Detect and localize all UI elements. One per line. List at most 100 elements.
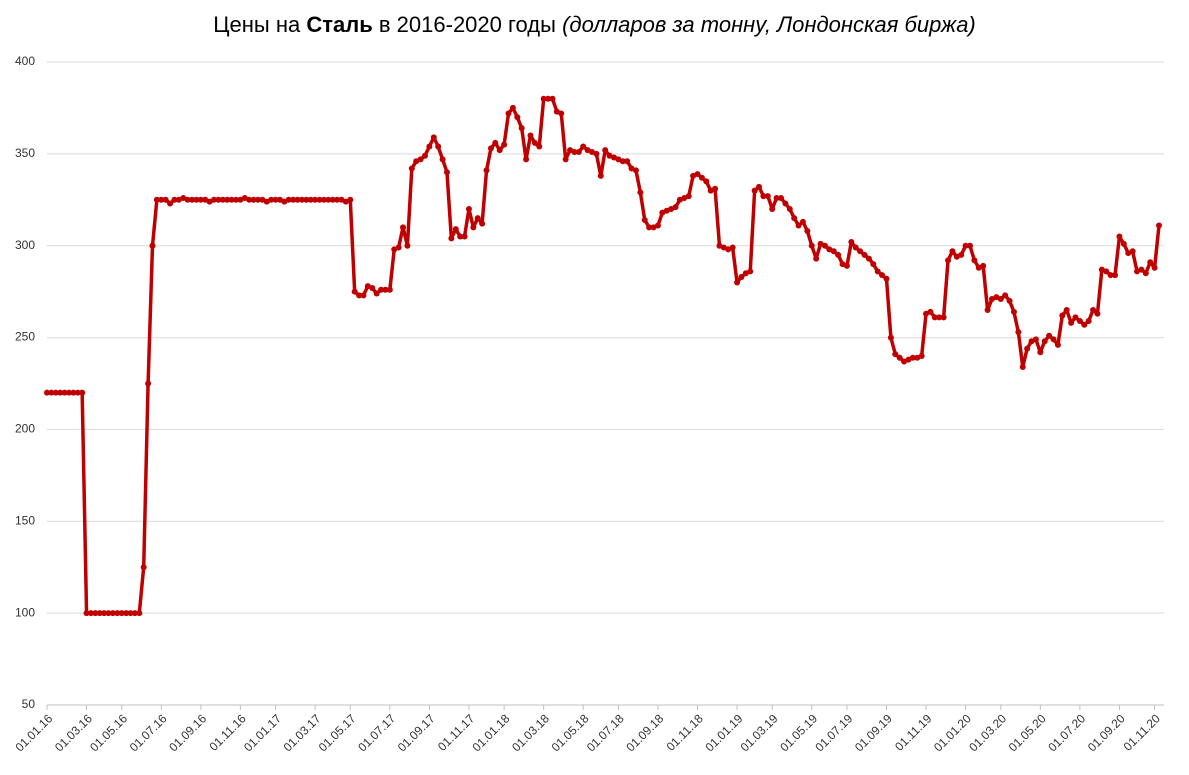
point	[96, 610, 103, 617]
point	[131, 610, 138, 617]
point	[545, 95, 552, 102]
point	[1032, 336, 1039, 343]
point	[48, 389, 55, 396]
point	[400, 224, 407, 231]
point	[1103, 268, 1110, 275]
y-tick-label: 200	[15, 422, 35, 436]
point	[896, 354, 903, 361]
point	[61, 389, 68, 396]
point	[505, 110, 512, 117]
x-tick-label: 01.09.18	[623, 711, 666, 754]
x-tick-label: 01.05.20	[1006, 711, 1049, 754]
point	[1094, 310, 1101, 317]
y-tick-label: 150	[15, 513, 35, 527]
point	[347, 196, 354, 203]
point	[734, 279, 741, 286]
y-tick-label: 300	[15, 238, 35, 252]
point	[861, 251, 868, 258]
point	[470, 224, 477, 231]
point	[1054, 341, 1061, 348]
point	[751, 187, 758, 194]
y-tick-label: 350	[15, 146, 35, 160]
x-tick-label: 01.09.16	[166, 711, 209, 754]
point	[729, 244, 736, 251]
point	[747, 268, 754, 275]
point	[835, 251, 842, 258]
point	[958, 251, 965, 258]
point	[1085, 318, 1092, 325]
point	[694, 171, 701, 178]
point	[918, 352, 925, 359]
point	[624, 158, 631, 165]
x-tick-label: 01.03.18	[509, 711, 552, 754]
point	[246, 196, 253, 203]
x-tick-label: 01.11.20	[1121, 711, 1164, 754]
point	[65, 389, 72, 396]
point	[448, 235, 455, 242]
point	[140, 564, 147, 571]
point	[830, 248, 837, 255]
point	[575, 149, 582, 156]
point	[153, 196, 160, 203]
point	[395, 244, 402, 251]
point	[294, 196, 301, 203]
point	[105, 610, 112, 617]
point	[1151, 264, 1158, 271]
point	[1041, 338, 1048, 345]
title-part: (долларов за тонну, Лондонская биржа)	[562, 12, 976, 37]
y-tick-label: 400	[15, 54, 35, 68]
point	[698, 174, 705, 181]
point	[558, 110, 565, 117]
point	[228, 196, 235, 203]
x-tick-label: 01.01.18	[470, 711, 513, 754]
point	[171, 196, 178, 203]
point	[254, 196, 261, 203]
point	[101, 610, 108, 617]
point	[927, 308, 934, 315]
point	[232, 196, 239, 203]
point	[1120, 240, 1127, 247]
point	[496, 147, 503, 154]
point	[936, 314, 943, 321]
point	[672, 204, 679, 211]
point	[1138, 266, 1145, 273]
point	[457, 233, 464, 240]
point	[632, 167, 639, 174]
point	[1076, 318, 1083, 325]
point	[479, 220, 486, 227]
point	[44, 389, 50, 396]
point	[1063, 307, 1070, 314]
point	[92, 610, 99, 617]
point	[773, 194, 780, 201]
point	[593, 150, 600, 157]
point	[404, 242, 411, 249]
x-tick-label: 01.01.20	[931, 711, 974, 754]
x-tick-label: 01.11.19	[892, 711, 935, 754]
point	[443, 169, 450, 176]
point	[892, 351, 899, 358]
point	[290, 196, 297, 203]
x-tick-label: 01.03.17	[281, 711, 324, 754]
point	[461, 233, 468, 240]
point	[1090, 307, 1097, 314]
point	[1059, 312, 1066, 319]
point	[962, 242, 969, 249]
point	[1002, 292, 1009, 299]
point	[70, 389, 77, 396]
point	[654, 222, 661, 229]
point	[123, 610, 130, 617]
point	[580, 143, 587, 150]
point	[971, 257, 978, 264]
point	[483, 167, 490, 174]
x-tick-label: 01.01.16	[12, 711, 55, 754]
point	[808, 242, 815, 249]
point	[870, 261, 877, 268]
point	[1156, 222, 1162, 229]
chart-title: Цены на Сталь в 2016-2020 годы (долларов…	[0, 12, 1189, 38]
point	[1024, 345, 1031, 352]
x-tick-label: 01.05.17	[316, 711, 359, 754]
point	[285, 196, 292, 203]
x-tick-label: 01.07.19	[812, 711, 855, 754]
point	[703, 178, 710, 185]
